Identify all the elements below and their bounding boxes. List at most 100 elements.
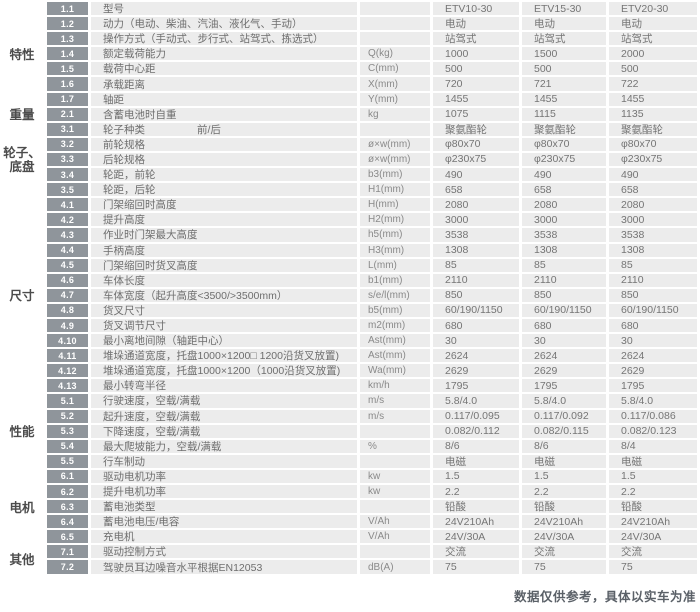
spec-label: 门架缩回时高度 xyxy=(91,198,357,212)
value-cell-model-3: 30 xyxy=(609,334,697,348)
spec-label: 含蓄电池时自重 xyxy=(91,107,357,121)
value-cell-model-1: 720 xyxy=(433,77,519,91)
value-cell-model-1: φ230x75 xyxy=(433,152,519,167)
value-cell-model-2: 2110 xyxy=(522,273,606,287)
value-cell-model-1: 1000 xyxy=(433,47,519,61)
value-cell-model-3: 8/4 xyxy=(609,439,697,453)
spec-label: 堆垛通道宽度，托盘1000×1200（1000沿货叉放置) xyxy=(91,364,357,378)
value-cell-model-1: 0.082/0.112 xyxy=(433,424,519,438)
value-cell-model-3: 24V210Ah xyxy=(609,515,697,529)
value-cell-model-2: φ80x70 xyxy=(522,137,606,151)
value-cell-model-3: 站驾式 xyxy=(609,32,697,46)
value-cell-model-3: ETV20-30 xyxy=(609,2,697,16)
value-cell-model-2: ETV15-30 xyxy=(522,2,606,16)
value-cell-model-3: 1.5 xyxy=(609,469,697,483)
value-cell-model-1: 850 xyxy=(433,288,519,302)
category-label-line: 尺寸 xyxy=(9,289,35,304)
table-row: 5.4 最大爬坡能力，空载/满载% 8/6 8/6 8/4 xyxy=(47,439,697,453)
row-number-badge: 4.12 xyxy=(47,364,88,378)
value-cell-model-2: 1.5 xyxy=(522,469,606,483)
unit-cell: b1(mm) xyxy=(360,273,430,287)
spec-label: 轮距，前轮 xyxy=(91,168,357,182)
spec-label: 驱动电机功率 xyxy=(91,469,357,483)
section-texing: 特性 1.1 型号 ETV10-30 ETV15-30 ETV20-30 1.2 动力（电动、… xyxy=(0,2,697,108)
value-cell-model-2: 30 xyxy=(522,334,606,348)
value-cell-model-2: 500 xyxy=(522,62,606,76)
section-zhongliang: 重量 2.1 含蓄电池时自重 kg 1075 1115 1135 xyxy=(0,107,697,123)
value-cell-model-3: 5.8/4.0 xyxy=(609,394,697,408)
value-cell-model-1: 658 xyxy=(433,183,519,197)
row-number-badge: 4.3 xyxy=(47,228,88,242)
value-cell-model-2: 85 xyxy=(522,258,606,272)
spec-label: 载荷中心距 xyxy=(91,62,357,76)
row-number-badge: 4.7 xyxy=(47,288,88,302)
value-cell-model-3: 电磁 xyxy=(609,454,697,468)
unit-cell: b5(mm) xyxy=(360,303,430,317)
category-label: 轮子、 底盘 xyxy=(0,122,44,199)
value-cell-model-1: 2624 xyxy=(433,349,519,363)
unit-cell xyxy=(360,500,430,514)
unit-cell: h5(mm) xyxy=(360,228,430,242)
table-row: 7.2 驾驶员耳边噪音水平根据EN12053 dB(A) 75 75 75 xyxy=(47,560,697,574)
unit-cell: H3(mm) xyxy=(360,243,430,257)
value-cell-model-2: 交流 xyxy=(522,545,606,559)
section-rows: 5.1 行驶速度，空载/满载 m/s 5.8/4.0 5.8/4.0 5.8/4.0 5.2… xyxy=(47,394,697,469)
value-cell-model-2: 0.082/0.115 xyxy=(522,424,606,438)
row-number-badge: 7.1 xyxy=(47,545,88,559)
section-rows: 6.1 驱动电机功率 kw 1.5 1.5 1.5 6.2 提升电机功率 kw 2.2 2.2 2.2… xyxy=(47,469,697,545)
spec-label: 最小转弯半径 xyxy=(91,379,357,393)
row-number-badge: 3.4 xyxy=(47,168,88,182)
value-cell-model-1: 2080 xyxy=(433,198,519,212)
value-cell-model-3: 2624 xyxy=(609,349,697,363)
table-row: 6.5 充电机 V/Ah 24V/30A 24V/30A 24V/30A xyxy=(47,530,697,544)
spec-label: 最大爬坡能力，空载/满载 xyxy=(91,439,357,453)
table-row: 1.5 载荷中心距 C(mm) 500 500 500 xyxy=(47,62,697,76)
unit-cell: ø×w(mm) xyxy=(360,152,430,167)
value-cell-model-1: 铅酸 xyxy=(433,500,519,514)
table-row: 4.9 货叉调节尺寸 m2(mm) 680 680 680 xyxy=(47,318,697,333)
value-cell-model-3: 1455 xyxy=(609,92,697,106)
category-label-line: 重量 xyxy=(9,108,35,123)
unit-cell: V/Ah xyxy=(360,515,430,529)
row-number-badge: 6.5 xyxy=(47,530,88,544)
value-cell-model-2: 1455 xyxy=(522,92,606,106)
spec-label: 手柄高度 xyxy=(91,243,357,257)
row-number-badge: 7.2 xyxy=(47,560,88,574)
unit-cell: km/h xyxy=(360,379,430,393)
table-row: 5.2 起升速度，空载/满载 m/s 0.117/0.095 0.117/0.092 0.… xyxy=(47,409,697,423)
section-xingneng: 性能 5.1 行驶速度，空载/满载 m/s 5.8/4.0 5.8/4.0 5.8/4.0 5… xyxy=(0,394,697,470)
value-cell-model-3: 聚氨酯轮 xyxy=(609,122,697,136)
row-number-badge: 6.1 xyxy=(47,469,88,483)
value-cell-model-1: 2.2 xyxy=(433,485,519,499)
value-cell-model-2: 1115 xyxy=(522,107,606,121)
unit-cell: H2(mm) xyxy=(360,213,430,227)
value-cell-model-3: 3000 xyxy=(609,213,697,227)
row-number-badge: 3.2 xyxy=(47,137,88,151)
value-cell-model-1: 1075 xyxy=(433,107,519,121)
value-cell-model-2: 0.117/0.092 xyxy=(522,409,606,423)
row-number-badge: 1.2 xyxy=(47,17,88,31)
table-row: 3.2 前轮规格 ø×w(mm) φ80x70 φ80x70 φ80x70 xyxy=(47,137,697,151)
spec-label: 蓄电池类型 xyxy=(91,500,357,514)
table-row: 5.5 行车制动 电磁 电磁 电磁 xyxy=(47,454,697,468)
value-cell-model-3: φ80x70 xyxy=(609,137,697,151)
value-cell-model-3: 1135 xyxy=(609,107,697,121)
table-row: 4.2 提升高度 H2(mm) 3000 3000 3000 xyxy=(47,213,697,227)
value-cell-model-1: 30 xyxy=(433,334,519,348)
value-cell-model-1: 1455 xyxy=(433,92,519,106)
row-number-badge: 4.2 xyxy=(47,213,88,227)
row-number-badge: 4.1 xyxy=(47,198,88,212)
value-cell-model-1: 1308 xyxy=(433,243,519,257)
unit-cell: kw xyxy=(360,469,430,483)
table-row: 3.4 轮距，前轮 b3(mm) 490 490 490 xyxy=(47,168,697,182)
spec-label: 行车制动 xyxy=(91,454,357,468)
spec-label: 车体宽度（起升高度<3500/>3500mm） xyxy=(91,288,357,302)
value-cell-model-1: 490 xyxy=(433,168,519,182)
row-number-badge: 3.1 xyxy=(47,122,88,136)
row-number-badge: 6.2 xyxy=(47,485,88,499)
row-number-badge: 1.6 xyxy=(47,77,88,91)
section-rows: 3.1 轮子种类 前/后 聚氨酯轮 聚氨酯轮 聚氨酯轮 3.2 前轮规格 ø×w(mm) φ80x… xyxy=(47,122,697,198)
value-cell-model-2: 3000 xyxy=(522,213,606,227)
row-number-badge: 4.6 xyxy=(47,273,88,287)
value-cell-model-3: 电动 xyxy=(609,17,697,31)
